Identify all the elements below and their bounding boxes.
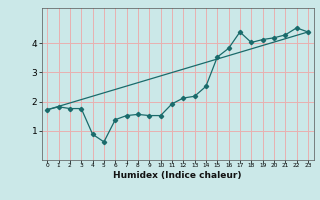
X-axis label: Humidex (Indice chaleur): Humidex (Indice chaleur) — [113, 171, 242, 180]
